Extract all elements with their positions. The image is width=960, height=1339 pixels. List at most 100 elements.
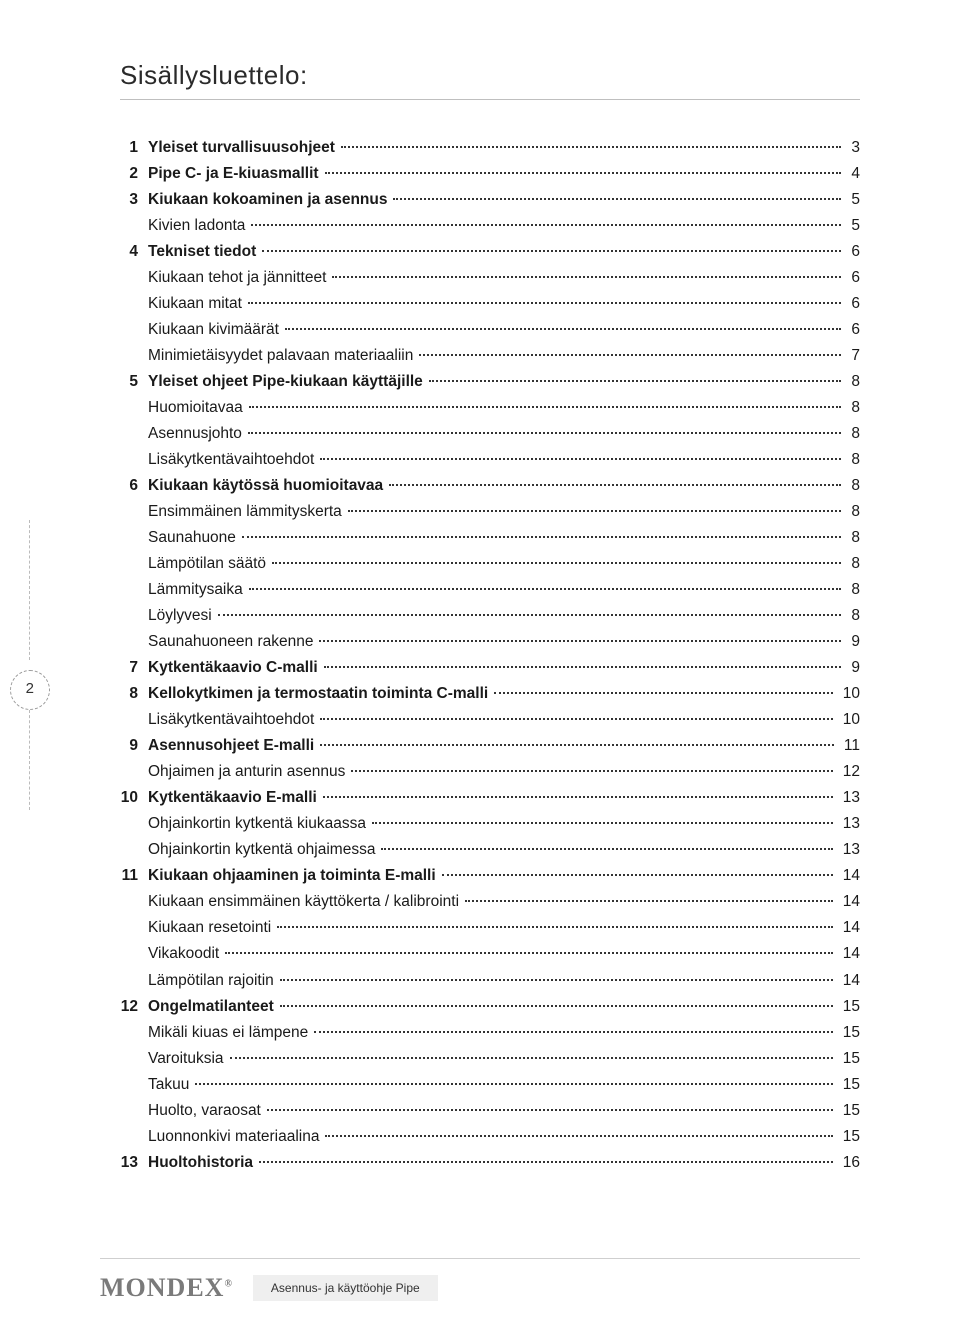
toc-row: 4Tekniset tiedot6 [120,240,860,264]
toc-row: 3Kiukaan kokoaminen ja asennus5 [120,188,860,212]
toc-page-number: 14 [839,890,860,914]
toc-leader-dots [348,510,842,512]
toc-leader-dots [372,822,833,824]
toc-row: Lämpötilan säätö 8 [120,552,860,576]
toc-chapter-number: 13 [120,1151,148,1175]
toc-leader-dots [320,458,841,460]
toc-leader-dots [381,848,832,850]
toc-row: 1Yleiset turvallisuusohjeet 3 [120,136,860,160]
toc-page-number: 8 [847,552,860,576]
toc-page-number: 14 [839,916,860,940]
toc-row: Lämpötilan rajoitin14 [120,969,860,993]
toc-row: Ensimmäinen lämmityskerta8 [120,500,860,524]
toc-page-number: 10 [839,682,860,706]
toc-label: Huoltohistoria [148,1151,253,1175]
toc-label: Lisäkytkentävaihtoehdot [148,708,314,732]
toc-label: Saunahuoneen rakenne [148,630,313,654]
toc-leader-dots [249,588,842,590]
toc-row: Minimietäisyydet palavaan materiaaliin7 [120,344,860,368]
toc-leader-dots [280,979,833,981]
toc-leader-dots [324,666,842,668]
toc-page-number: 3 [847,136,860,160]
toc-leader-dots [319,640,841,642]
toc-label: Varoituksia [148,1047,224,1071]
toc-row: Takuu15 [120,1073,860,1097]
toc-page-number: 8 [847,526,860,550]
toc-row: Lämmitysaika8 [120,578,860,602]
footer-divider [100,1258,860,1259]
toc-leader-dots [314,1031,833,1033]
toc-row: 8Kellokytkimen ja termostaatin toiminta … [120,682,860,706]
toc-row: Mikäli kiuas ei lämpene15 [120,1021,860,1045]
toc-leader-dots [249,406,842,408]
toc-chapter-number: 8 [120,682,148,706]
side-page-number: 2 [26,680,34,697]
toc-page-number: 15 [839,1021,860,1045]
toc-leader-dots [351,770,832,772]
toc-page-number: 6 [847,318,860,342]
toc-page-number: 8 [847,370,860,394]
toc-page-number: 6 [847,240,860,264]
toc-label: Lämpötilan säätö [148,552,266,576]
toc-chapter-number: 5 [120,370,148,394]
toc-label: Kiukaan kivimäärät [148,318,279,342]
toc-page-number: 14 [839,864,860,888]
logo-registered: ® [224,1278,232,1289]
toc-page-number: 12 [839,760,860,784]
toc-row: Ohjainkortin kytkentä kiukaassa13 [120,812,860,836]
toc-page-number: 15 [839,1047,860,1071]
toc-leader-dots [393,198,841,200]
toc-row: Varoituksia 15 [120,1047,860,1071]
toc-leader-dots [225,952,833,954]
toc-leader-dots [277,926,833,928]
toc-label: Takuu [148,1073,189,1097]
toc-label: Yleiset turvallisuusohjeet [148,136,335,160]
toc-page-number: 8 [847,448,860,472]
badge-line-bottom [29,710,30,810]
footer-caption: Asennus- ja käyttöohje Pipe [253,1275,438,1301]
toc-leader-dots [242,536,841,538]
toc-chapter-number: 1 [120,136,148,160]
toc-label: Kiukaan ohjaaminen ja toiminta E-malli [148,864,436,888]
toc-leader-dots [429,380,842,382]
toc-row: Kiukaan mitat6 [120,292,860,316]
toc-label: Kivien ladonta [148,214,245,238]
toc-label: Kiukaan ensimmäinen käyttökerta / kalibr… [148,890,459,914]
toc-label: Kellokytkimen ja termostaatin toiminta C… [148,682,488,706]
toc-leader-dots [419,354,841,356]
toc-leader-dots [280,1005,833,1007]
toc-page-number: 9 [847,656,860,680]
toc-leader-dots [389,484,841,486]
toc-label: Huomioitavaa [148,396,243,420]
toc-leader-dots [323,796,833,798]
footer: MONDEX® Asennus- ja käyttöohje Pipe [100,1273,860,1303]
toc-row: Kiukaan tehot ja jännitteet6 [120,266,860,290]
toc-row: Luonnonkivi materiaalina15 [120,1125,860,1149]
toc-page-number: 16 [839,1151,860,1175]
toc-row: 5Yleiset ohjeet Pipe-kiukaan käyttäjille… [120,370,860,394]
toc-row: Kiukaan ensimmäinen käyttökerta / kalibr… [120,890,860,914]
toc-leader-dots [251,224,841,226]
toc-leader-dots [248,432,841,434]
toc-row: Kiukaan kivimäärät 6 [120,318,860,342]
toc-label: Ohjaimen ja anturin asennus [148,760,345,784]
toc-page-number: 13 [839,812,860,836]
toc-label: Minimietäisyydet palavaan materiaaliin [148,344,413,368]
toc-label: Yleiset ohjeet Pipe-kiukaan käyttäjille [148,370,423,394]
toc-leader-dots [442,874,833,876]
toc-leader-dots [285,328,841,330]
toc-row: Saunahuoneen rakenne9 [120,630,860,654]
toc-leader-dots [230,1057,833,1059]
toc-row: Lisäkytkentävaihtoehdot 10 [120,708,860,732]
toc-row: Huomioitavaa8 [120,396,860,420]
toc-chapter-number: 10 [120,786,148,810]
page: 2 Sisällysluettelo: 1Yleiset turvallisuu… [0,0,960,1339]
toc-leader-dots [262,250,841,252]
toc-page-number: 10 [839,708,860,732]
toc-leader-dots [267,1109,833,1111]
toc-page-number: 4 [847,162,860,186]
toc-label: Kiukaan tehot ja jännitteet [148,266,326,290]
toc-leader-dots [325,1135,832,1137]
toc-row: Asennusjohto8 [120,422,860,446]
toc-label: Vikakoodit [148,942,219,966]
